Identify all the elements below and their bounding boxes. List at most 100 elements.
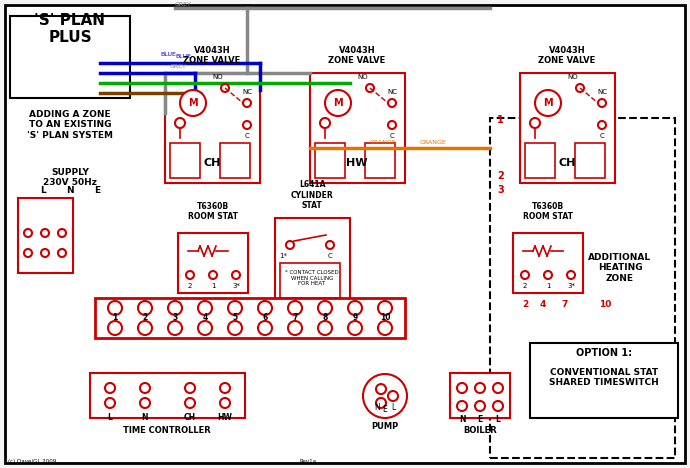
Circle shape (544, 271, 552, 279)
Circle shape (598, 99, 606, 107)
Circle shape (325, 90, 351, 116)
Text: NC: NC (242, 89, 252, 95)
Circle shape (105, 383, 115, 393)
Text: C: C (600, 133, 604, 139)
Text: V4043H
ZONE VALVE: V4043H ZONE VALVE (328, 45, 386, 65)
Circle shape (138, 321, 152, 335)
Circle shape (576, 84, 584, 92)
Text: C: C (245, 133, 249, 139)
Circle shape (318, 301, 332, 315)
Text: 'S' PLAN
PLUS: 'S' PLAN PLUS (34, 13, 106, 45)
Text: 2: 2 (142, 314, 148, 322)
Text: BLUE: BLUE (175, 54, 191, 59)
Text: GREY: GREY (170, 64, 187, 69)
Text: 3*: 3* (232, 283, 240, 289)
Text: 2: 2 (523, 283, 527, 289)
Text: 1: 1 (546, 283, 550, 289)
Text: E: E (94, 186, 100, 195)
Text: L: L (495, 415, 500, 424)
Text: 1: 1 (210, 283, 215, 289)
Circle shape (521, 271, 529, 279)
Circle shape (232, 271, 240, 279)
Text: NC: NC (387, 89, 397, 95)
Text: 10: 10 (599, 300, 611, 309)
Text: M: M (543, 98, 553, 108)
Circle shape (258, 301, 272, 315)
Text: 9: 9 (353, 314, 357, 322)
Circle shape (348, 301, 362, 315)
Circle shape (140, 383, 150, 393)
Text: 7: 7 (293, 314, 297, 322)
Text: CH: CH (204, 158, 221, 168)
Text: 3*: 3* (567, 283, 575, 289)
Text: CH: CH (558, 158, 575, 168)
Text: L: L (40, 186, 46, 195)
Text: 4: 4 (202, 314, 208, 322)
Circle shape (228, 301, 242, 315)
Text: 5: 5 (233, 314, 237, 322)
Text: T6360B
ROOM STAT: T6360B ROOM STAT (523, 202, 573, 221)
Circle shape (320, 118, 330, 128)
Circle shape (198, 321, 212, 335)
Text: HW: HW (346, 158, 368, 168)
Circle shape (198, 301, 212, 315)
Text: NO: NO (357, 74, 368, 80)
Text: GREY: GREY (175, 2, 192, 7)
FancyBboxPatch shape (165, 73, 260, 183)
FancyBboxPatch shape (275, 218, 350, 303)
FancyBboxPatch shape (315, 143, 345, 178)
Circle shape (530, 118, 540, 128)
Circle shape (475, 383, 485, 393)
Circle shape (378, 301, 392, 315)
Circle shape (457, 383, 467, 393)
Circle shape (220, 398, 230, 408)
Text: T6360B
ROOM STAT: T6360B ROOM STAT (188, 202, 238, 221)
FancyBboxPatch shape (490, 118, 675, 458)
Text: 2: 2 (497, 171, 504, 181)
Circle shape (209, 271, 217, 279)
Text: SUPPLY
230V 50Hz: SUPPLY 230V 50Hz (43, 168, 97, 187)
Circle shape (243, 121, 251, 129)
Text: BOILER: BOILER (463, 426, 497, 435)
Circle shape (258, 321, 272, 335)
Text: HW: HW (217, 413, 233, 422)
FancyBboxPatch shape (575, 143, 605, 178)
Text: 6: 6 (262, 314, 268, 322)
Text: 3: 3 (172, 314, 177, 322)
Circle shape (288, 301, 302, 315)
Circle shape (185, 383, 195, 393)
Circle shape (24, 249, 32, 257)
Circle shape (180, 90, 206, 116)
FancyBboxPatch shape (280, 263, 340, 298)
Text: 7: 7 (562, 300, 568, 309)
Text: V4043H
ZONE VALVE: V4043H ZONE VALVE (184, 45, 241, 65)
FancyBboxPatch shape (365, 143, 395, 178)
Circle shape (140, 398, 150, 408)
Circle shape (535, 90, 561, 116)
FancyBboxPatch shape (5, 5, 685, 463)
Circle shape (348, 321, 362, 335)
Text: L: L (391, 403, 395, 412)
Text: NC: NC (597, 89, 607, 95)
Text: BLUE: BLUE (160, 52, 176, 57)
Text: E: E (383, 405, 387, 415)
Circle shape (220, 383, 230, 393)
Circle shape (388, 391, 398, 401)
Circle shape (388, 121, 396, 129)
FancyBboxPatch shape (170, 143, 200, 178)
Circle shape (493, 383, 503, 393)
FancyBboxPatch shape (310, 73, 405, 183)
Circle shape (58, 249, 66, 257)
FancyBboxPatch shape (450, 373, 510, 418)
FancyBboxPatch shape (513, 233, 583, 293)
Text: ADDING A ZONE
TO AN EXISTING
'S' PLAN SYSTEM: ADDING A ZONE TO AN EXISTING 'S' PLAN SY… (27, 110, 113, 140)
Text: 3: 3 (497, 185, 504, 195)
Text: NO: NO (568, 74, 578, 80)
FancyBboxPatch shape (520, 73, 615, 183)
Circle shape (378, 321, 392, 335)
Text: L: L (108, 413, 112, 422)
Circle shape (185, 398, 195, 408)
Text: L641A
CYLINDER
STAT: L641A CYLINDER STAT (290, 180, 333, 210)
Circle shape (363, 374, 407, 418)
Text: Rev1a: Rev1a (300, 459, 317, 464)
